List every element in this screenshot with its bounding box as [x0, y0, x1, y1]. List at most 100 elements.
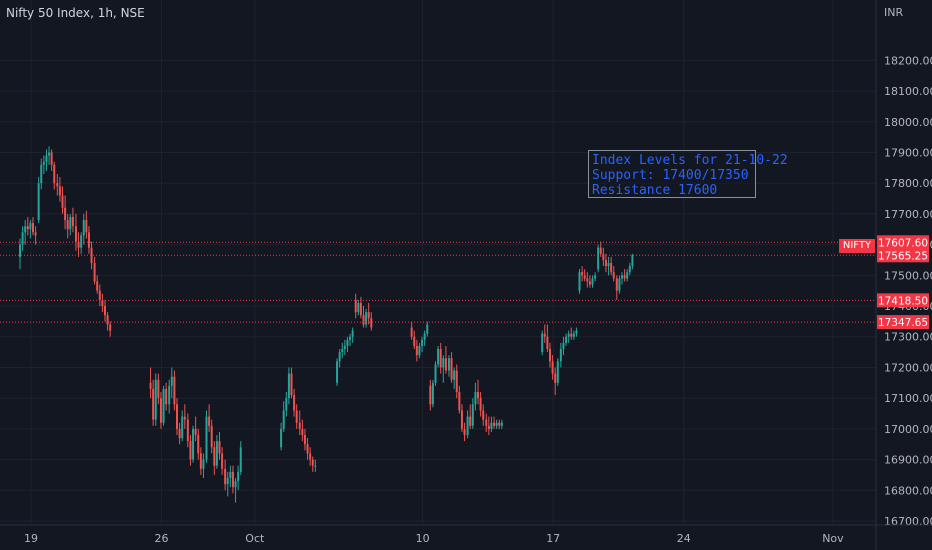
price-level-tag	[877, 293, 929, 308]
candle	[159, 398, 162, 423]
candle	[466, 416, 469, 436]
y-tick-label: 16800.00	[884, 484, 932, 497]
price-level-tag	[877, 248, 929, 263]
y-tick-label: 17700.00	[884, 208, 932, 221]
candle	[61, 195, 64, 208]
candle	[415, 345, 418, 356]
x-tick-label: 26	[155, 532, 169, 545]
candle	[311, 459, 314, 466]
candle	[85, 220, 88, 233]
candle	[66, 220, 69, 230]
candle	[426, 324, 429, 334]
candle	[365, 312, 368, 325]
candle	[586, 278, 589, 282]
candle	[351, 330, 354, 337]
candle	[280, 428, 283, 448]
candle	[444, 358, 447, 371]
y-tick-label: 17900.00	[884, 146, 932, 159]
candle	[450, 358, 453, 380]
y-tick-label: 18200.00	[884, 54, 932, 67]
candle	[437, 349, 440, 365]
x-tick-label: 24	[677, 532, 691, 545]
candle	[186, 419, 189, 442]
candle	[460, 410, 463, 429]
candle	[183, 416, 186, 420]
candle	[413, 336, 416, 346]
annotation-line: Resistance 17600	[592, 183, 718, 198]
candle	[604, 259, 607, 267]
candle	[237, 471, 240, 482]
candle	[346, 339, 349, 346]
candle	[96, 281, 99, 291]
index-levels-annotation: Index Levels for 21-10-22 Support: 17400…	[588, 150, 788, 198]
annotation-line: Support: 17400/17350	[592, 168, 749, 183]
candle	[477, 392, 479, 399]
candle	[303, 435, 306, 445]
candle	[152, 388, 155, 420]
candle	[612, 272, 615, 279]
candle	[583, 275, 586, 279]
candle	[168, 385, 171, 405]
candle	[213, 447, 216, 466]
candle	[290, 373, 293, 396]
price-level-label: 17607.60	[878, 237, 928, 249]
price-level-tag	[877, 235, 929, 250]
candle	[226, 478, 229, 485]
candle	[93, 263, 96, 282]
candle	[314, 465, 317, 467]
candle	[610, 263, 613, 273]
candle	[621, 275, 623, 279]
candle	[53, 164, 56, 184]
candle	[173, 376, 176, 405]
candle	[455, 370, 458, 393]
candle	[498, 422, 501, 426]
y-tick-label: 17100.00	[884, 392, 932, 405]
candle	[21, 232, 24, 245]
candle	[362, 315, 365, 325]
candle	[471, 404, 474, 426]
candle	[543, 333, 546, 337]
candle	[69, 216, 72, 230]
candle	[239, 447, 242, 472]
candle	[80, 235, 83, 248]
candle	[336, 361, 339, 383]
candle	[56, 183, 59, 187]
y-tick-label: 17800.00	[884, 177, 932, 190]
price-level-label: 17565.25	[878, 250, 928, 262]
candle	[615, 278, 618, 291]
candle	[418, 345, 421, 356]
y-tick-label: 18000.00	[884, 116, 932, 129]
candle	[77, 241, 80, 248]
candle	[485, 419, 488, 426]
candle	[82, 220, 85, 236]
candle	[341, 349, 344, 353]
candle	[192, 428, 195, 460]
candle	[490, 422, 493, 429]
candle	[479, 398, 482, 411]
candle	[205, 416, 208, 460]
candle	[453, 370, 456, 380]
candle	[487, 425, 490, 429]
candle	[58, 186, 61, 196]
candle	[597, 247, 600, 270]
candle	[202, 459, 205, 469]
candle	[495, 422, 498, 426]
candle	[194, 428, 197, 436]
candle	[423, 333, 426, 340]
candle	[154, 379, 157, 420]
candle	[208, 416, 211, 426]
candle	[282, 410, 285, 429]
x-tick-label: 10	[416, 532, 430, 545]
candle	[197, 435, 200, 454]
y-tick-label: 16900.00	[884, 454, 932, 467]
candle	[218, 441, 221, 454]
x-tick-label: Nov	[822, 532, 844, 545]
candle	[338, 352, 341, 362]
candle	[434, 364, 437, 383]
candle	[554, 373, 557, 383]
candle	[565, 336, 568, 343]
candle	[628, 266, 631, 273]
candle	[367, 312, 370, 319]
candle	[19, 244, 21, 257]
